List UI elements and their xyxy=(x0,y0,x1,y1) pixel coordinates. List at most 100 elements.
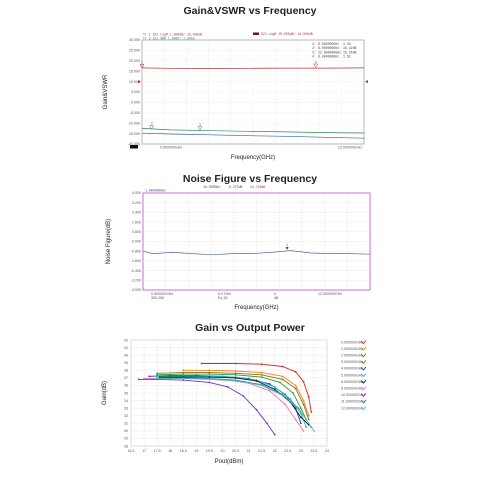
data-point xyxy=(294,387,297,390)
data-point xyxy=(182,373,185,375)
marker-table-id: 2: xyxy=(312,46,316,50)
y-tick-label: 38 xyxy=(124,369,128,373)
data-point xyxy=(299,411,302,413)
data-point xyxy=(281,375,284,378)
y-tick-label: 36 xyxy=(124,384,128,388)
data-point xyxy=(284,395,287,398)
series-line xyxy=(141,67,365,69)
marker-table-id: 1: xyxy=(312,42,316,46)
data-point xyxy=(299,416,302,419)
x-tick-label: 18 xyxy=(168,449,172,453)
y-tick-label: -10.000 xyxy=(128,121,140,125)
data-point xyxy=(148,375,151,378)
data-point xyxy=(281,378,284,381)
header-info: 5.275dB xyxy=(229,185,242,189)
data-point xyxy=(156,373,159,376)
legend-swatch xyxy=(360,379,367,384)
marker-table-freq: 12.000000GHz xyxy=(318,50,341,54)
y-tick-label: 1.600 xyxy=(132,220,141,224)
x-tick-label: 19 xyxy=(194,449,198,453)
data-point xyxy=(156,375,159,378)
x-axis-label: Frequency(GHz) xyxy=(234,305,278,311)
y-tick-label: 2.400 xyxy=(132,211,141,215)
chart1-title: Gain&VSWR vs Frequency xyxy=(183,5,317,17)
trace-header: Tr 2 S11 SWR 1.000U/ 1.000U xyxy=(143,37,195,41)
y-tick-label: -15.000 xyxy=(128,132,140,136)
y-tick-label: 4.000 xyxy=(132,191,141,195)
data-point xyxy=(273,388,276,391)
marker-triangle xyxy=(149,125,155,130)
legend-label: 0.500000GHz xyxy=(341,340,363,344)
x-stop-label: 12.000000GHz xyxy=(338,146,362,150)
marker-table-id: 4: xyxy=(312,55,316,59)
y-tick-label: 0.000 xyxy=(131,101,140,105)
data-point xyxy=(137,378,140,381)
x-tick-label: 305.258 xyxy=(151,296,164,300)
data-point xyxy=(310,411,313,413)
data-point xyxy=(208,381,211,384)
legend-swatch xyxy=(360,406,367,411)
data-point xyxy=(200,362,203,365)
x-start-label: 0.500000GHz xyxy=(160,146,182,150)
legend-label: 5.000000GHz xyxy=(341,373,363,377)
y-tick-label: 39 xyxy=(124,361,128,365)
x-tick-label: 0.500000GHz xyxy=(151,292,173,296)
series-line xyxy=(183,369,310,416)
legend-swatch xyxy=(360,360,367,364)
marker-label: 1 xyxy=(286,243,288,247)
data-point xyxy=(265,422,268,425)
data-point xyxy=(302,380,305,383)
data-point xyxy=(307,418,310,421)
data-point xyxy=(294,370,297,373)
header-swatch xyxy=(253,32,259,35)
data-point xyxy=(292,392,294,394)
data-point xyxy=(299,407,302,410)
y-tick-label: 30 xyxy=(124,429,128,433)
data-point xyxy=(268,389,271,392)
y-tick-label: -5.000 xyxy=(130,111,140,115)
y-tick-label: 25.000 xyxy=(129,49,140,53)
marker-table-freq: 0.500000GHz xyxy=(318,42,339,46)
legend-swatch xyxy=(360,353,367,358)
data-point xyxy=(234,372,237,375)
x-tick-label: 16.5 xyxy=(128,449,135,453)
legend-swatch xyxy=(360,346,367,351)
x-axis-label: Frequency(GHz) xyxy=(231,155,275,161)
x-tick-label: 20.5 xyxy=(232,449,239,453)
trace-header-center: S21 LogM 10.000dB/ 10.000dB xyxy=(261,32,313,36)
y-tick-label: 29 xyxy=(124,437,128,441)
marker-triangle xyxy=(313,63,319,68)
chart3-title: Gain vs Output Power xyxy=(195,322,305,334)
data-point xyxy=(208,369,211,372)
data-point xyxy=(182,371,185,374)
data-point xyxy=(302,403,305,406)
data-point xyxy=(305,426,307,428)
data-point xyxy=(260,371,263,374)
data-point xyxy=(284,403,287,406)
marker-label: 3 xyxy=(199,123,201,127)
marker-table-id: 3: xyxy=(312,50,316,54)
x-tick-label: 22.5 xyxy=(284,449,291,453)
data-point xyxy=(234,376,237,379)
y-tick-label: 35 xyxy=(124,391,128,395)
y-axis-label: Noise Figure(dB) xyxy=(106,219,112,264)
data-point xyxy=(156,377,159,380)
header-left: 1.000000GHz xyxy=(145,189,166,193)
marker-label: 1 xyxy=(141,60,143,64)
data-point xyxy=(208,378,211,381)
x-tick-label: 17.5 xyxy=(154,449,161,453)
marker-table-value: 16.42dB xyxy=(343,46,356,50)
x-tick-label: 19.5 xyxy=(206,449,213,453)
header-info: 10.500GHz xyxy=(203,185,220,189)
y-tick-label: 30.000 xyxy=(129,38,140,42)
y-tick-label: 33 xyxy=(124,406,128,410)
marker-table-value: 1.62 xyxy=(343,55,351,59)
series-line xyxy=(201,363,312,412)
legend-label: 11.000000GHz xyxy=(341,400,365,404)
legend-swatch xyxy=(360,399,367,404)
y-tick-label: -20.000 xyxy=(128,142,140,146)
x-tick-label: 6.0 GHz xyxy=(218,292,231,296)
data-point xyxy=(273,433,276,436)
